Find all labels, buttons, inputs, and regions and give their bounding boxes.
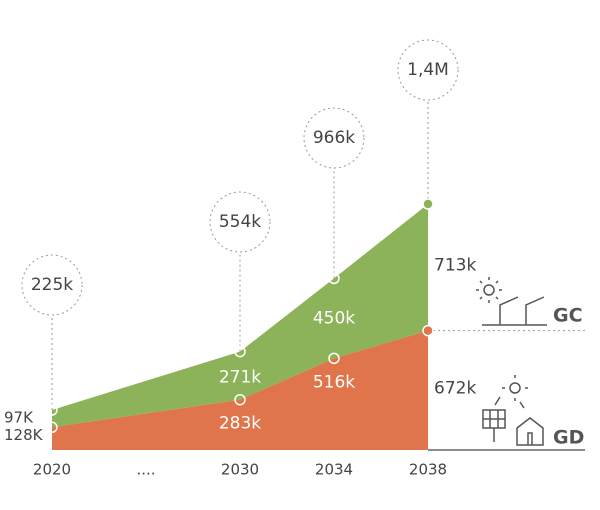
gc-point [46,404,58,416]
gc-point [328,272,340,285]
total-label: 1,4M [407,60,449,80]
x-tick-label: 2034 [315,461,353,479]
gd-point [46,421,58,434]
x-tick-label: 2030 [221,461,259,479]
total-bubble [303,107,365,169]
total-bubble [21,254,83,316]
gd-area [52,330,428,450]
gc-icon [476,277,547,326]
legend-label: GD [553,427,584,449]
total-bubble [397,39,459,101]
value-label: 283k [219,414,261,434]
gd-point [328,352,340,365]
value-label: 713k [434,255,476,275]
total-label: 966k [313,128,355,148]
gc-point [422,198,434,210]
value-label: 271k [219,368,261,388]
x-tick-label: 2038 [409,461,447,479]
value-label: 450k [313,308,355,328]
x-tick-label: 2020 [33,461,71,479]
total-bubble [209,191,271,253]
axis-break: .... [136,461,155,479]
total-label: 225k [31,275,73,295]
value-label: 97K [4,409,34,427]
legend-label: GC [553,305,583,327]
gd-point [234,393,246,406]
value-label: 672k [434,378,476,398]
total-label: 554k [219,212,261,232]
gc-point [234,345,246,358]
gd-point [422,324,434,337]
value-label: 516k [313,372,355,392]
value-label: 128K [4,426,44,444]
gd-icon [482,375,544,446]
gc-area [52,204,428,428]
